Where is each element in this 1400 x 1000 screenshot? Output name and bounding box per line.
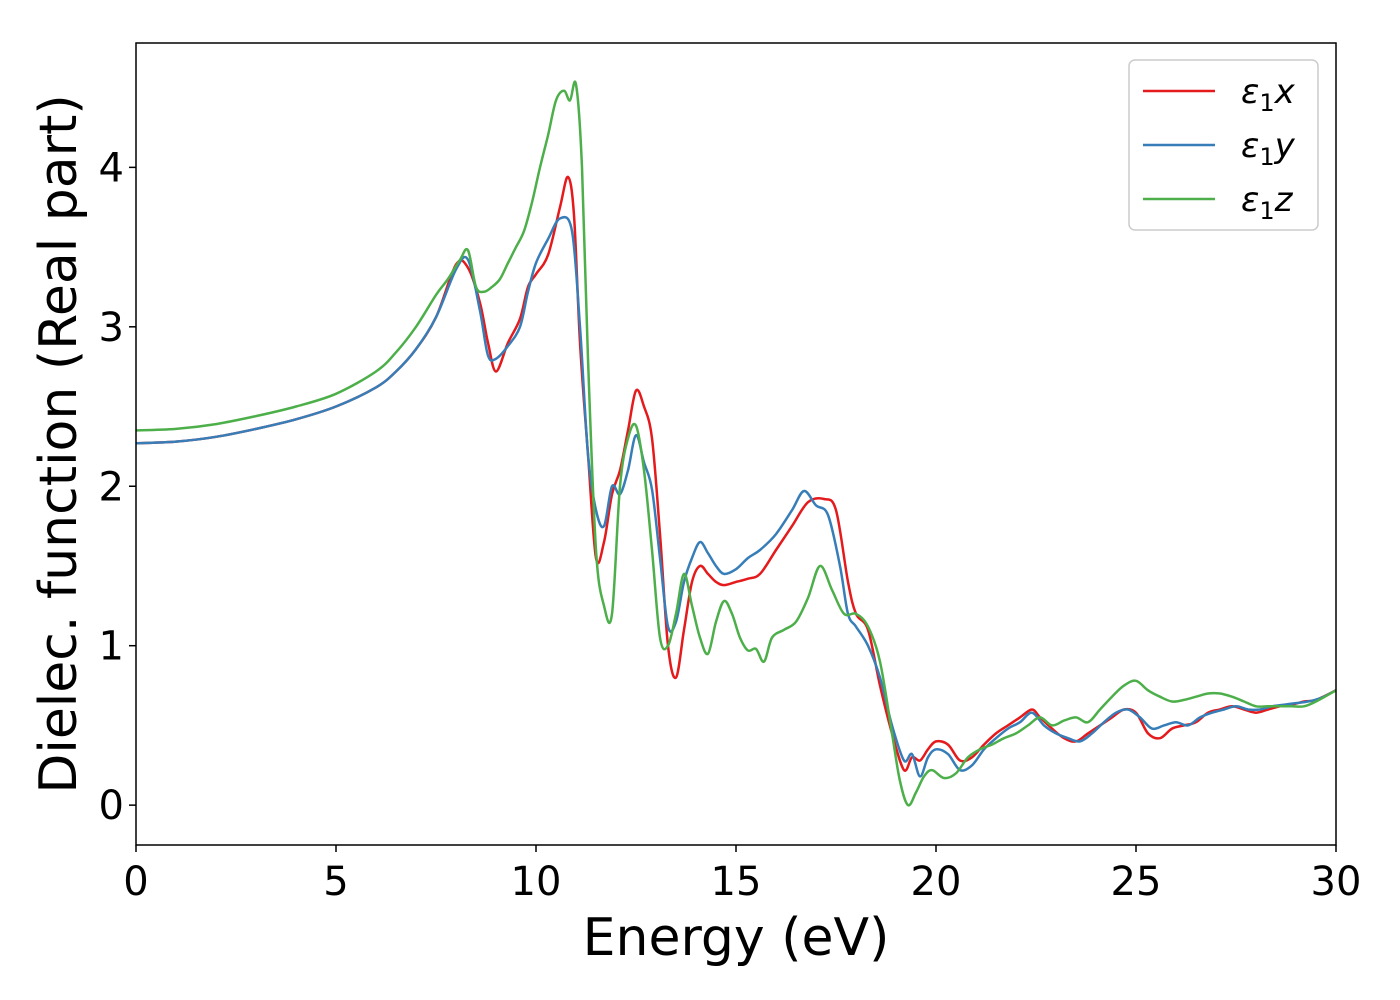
y-axis-ticks: 0 1 2 3 4: [99, 145, 136, 829]
series-line-z: [135, 80, 1337, 807]
x-axis-label: Energy (eV): [583, 908, 890, 968]
y-axis-label: Dielec. function (Real part): [29, 94, 89, 793]
x-tick-label: 15: [711, 859, 762, 905]
y-tick-label: 2: [99, 464, 124, 510]
series-line-x: [135, 175, 1337, 772]
y-tick-label: 4: [99, 145, 124, 191]
x-tick-label: 20: [911, 859, 962, 905]
legend: ε1x ε1y ε1z: [1128, 59, 1319, 231]
x-axis-ticks: 0 5 10 15 20 25 30: [123, 845, 1361, 905]
y-tick-label: 3: [99, 305, 124, 351]
legend-box: [1128, 59, 1319, 231]
series-line-y: [135, 215, 1337, 778]
legend-label-y: ε1y: [1241, 126, 1296, 171]
y-tick-label: 1: [99, 624, 124, 670]
x-tick-label: 25: [1111, 859, 1162, 905]
series-layer: [135, 80, 1337, 807]
y-tick-label: 0: [99, 783, 124, 829]
legend-label-x: ε1x: [1241, 72, 1296, 117]
x-tick-label: 5: [323, 859, 348, 905]
x-tick-label: 10: [511, 859, 562, 905]
x-tick-label: 30: [1311, 859, 1362, 905]
legend-label-z: ε1z: [1241, 180, 1294, 225]
x-tick-label: 0: [123, 859, 148, 905]
